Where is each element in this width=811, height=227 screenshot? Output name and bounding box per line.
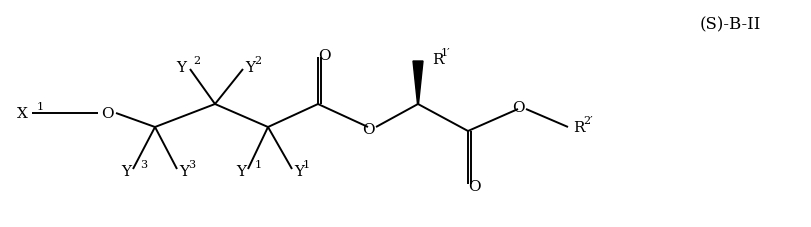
Text: X: X: [17, 106, 28, 121]
Text: R: R: [573, 121, 585, 134]
Text: 2: 2: [193, 56, 200, 66]
Text: O: O: [362, 122, 375, 136]
Text: O: O: [318, 49, 330, 63]
Text: Y: Y: [179, 164, 189, 178]
Text: O: O: [468, 179, 480, 193]
Text: O: O: [101, 106, 114, 121]
Text: Y: Y: [294, 164, 304, 178]
Text: 1′: 1′: [441, 48, 451, 58]
Text: 3: 3: [140, 159, 147, 169]
Text: Y: Y: [176, 61, 186, 75]
Text: 1: 1: [37, 101, 44, 111]
Text: 3: 3: [188, 159, 195, 169]
Text: O: O: [512, 101, 525, 114]
Text: R: R: [432, 53, 444, 67]
Polygon shape: [413, 62, 423, 105]
Text: Y: Y: [121, 164, 131, 178]
Text: Y: Y: [245, 61, 255, 75]
Text: Y: Y: [236, 164, 246, 178]
Text: 2′: 2′: [583, 116, 593, 126]
Text: (S)-B-II: (S)-B-II: [699, 16, 761, 33]
Text: 2: 2: [254, 56, 261, 66]
Text: 1: 1: [255, 159, 262, 169]
Text: 1: 1: [303, 159, 310, 169]
